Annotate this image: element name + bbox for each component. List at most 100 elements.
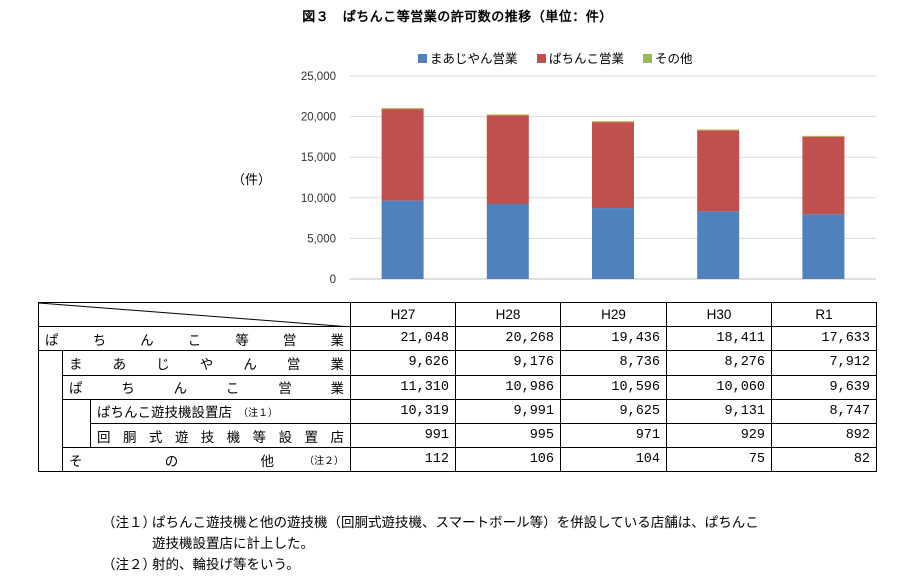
footnotes: （注１）ぱちんこ遊技機と他の遊技機（回胴式遊技機、スマートボール等）を併設してい… <box>102 513 892 576</box>
label-char: 営 <box>278 381 292 398</box>
label-char: 営 <box>286 356 301 373</box>
bar-segment <box>697 130 740 212</box>
table-row: ぱ ち ん こ 営 業 11,310 10,986 10,596 10,060 9,639 <box>39 374 878 400</box>
label-char: ん <box>243 356 257 373</box>
table-cell: 929 <box>666 422 773 449</box>
table-cell: 9,625 <box>560 398 668 424</box>
label-char: 遊 <box>174 429 189 446</box>
row-label-text: まあじやん営業 <box>63 353 350 373</box>
label-char: そ <box>69 453 83 470</box>
column-header: H28 <box>455 301 562 328</box>
label-char: 業 <box>330 356 344 373</box>
note-mark: （注２） <box>304 456 345 468</box>
bar-segment <box>802 136 845 215</box>
label-char: 技 <box>200 429 215 446</box>
table-cell: 8,276 <box>666 350 773 376</box>
bar-segment <box>592 208 634 279</box>
label-char: ぱ <box>69 381 83 398</box>
footnote-text: ぱちんこ遊技機と他の遊技機（回胴式遊技機、スマートボール等）を併設している店舗は… <box>152 515 759 531</box>
footnote: （注１）ぱちんこ遊技機と他の遊技機（回胴式遊技機、スマートボール等）を併設してい… <box>102 513 892 534</box>
label-char: 胴 <box>122 429 137 446</box>
label-char: こ <box>187 332 202 349</box>
table-cell: 10,060 <box>666 374 773 400</box>
label-char: あ <box>112 356 127 373</box>
y-tick-label: 0 <box>330 274 336 286</box>
y-ticks: 0 5,000 10,000 15,000 20,000 25,000 <box>301 71 336 286</box>
table-cell: 82 <box>771 447 878 473</box>
bar-segment <box>697 211 740 279</box>
y-tick-label: 20,000 <box>301 112 336 124</box>
indent-cell <box>62 398 91 449</box>
label-char: 式 <box>148 429 163 446</box>
y-tick-label: 15,000 <box>301 152 336 164</box>
label-char: 業 <box>330 381 344 398</box>
column-header: H27 <box>350 301 457 328</box>
footnote-label: （注１） <box>102 515 156 531</box>
table-cell: 7,912 <box>771 350 878 376</box>
table-row: ぱちんこ遊技機設置店 （注１） 10,319 9,991 9,625 9,131 … <box>39 398 878 449</box>
legend-label: ぱちんこ営業 <box>549 51 625 66</box>
table-cell: 21,048 <box>350 326 457 352</box>
legend: まあじやん営業 ぱちんこ営業 その他 <box>418 51 693 66</box>
table-cell: 8,736 <box>560 350 668 376</box>
row-label-text: ぱちんこ営業 <box>63 377 350 397</box>
note-mark: （注１） <box>238 407 278 419</box>
label-char: 等 <box>252 429 267 446</box>
table-cell: 112 <box>350 447 457 473</box>
table-cell: 106 <box>455 447 562 473</box>
column-header: H30 <box>666 301 773 328</box>
bars <box>381 108 845 279</box>
y-axis-label: （件） <box>232 173 271 188</box>
label-char: 他 <box>260 453 275 470</box>
table-cell: 20,268 <box>455 326 562 352</box>
table-cell: 75 <box>666 447 773 473</box>
label-char: 等 <box>235 332 249 349</box>
table-cell: 971 <box>560 422 668 449</box>
label-char: の <box>164 453 179 470</box>
footnote-continuation: 遊技機設置店に計上した。 <box>152 536 314 552</box>
row-label-text: 回胴式遊技機等設置店 <box>91 426 350 446</box>
legend-label: その他 <box>655 51 693 66</box>
table-cell: 11,310 <box>350 374 457 400</box>
table-row: 回胴式遊技機等設置店 991 995 971 929 892 <box>39 422 878 449</box>
legend-swatch <box>418 54 427 63</box>
bar-segment <box>486 115 529 205</box>
bar-segment <box>381 108 424 201</box>
row-label-text: ぱちんこ等営業 <box>39 329 350 349</box>
label-char: ぱ <box>45 332 59 349</box>
label-char: 置 <box>304 429 319 446</box>
bar-segment <box>592 122 634 209</box>
y-tick-label: 10,000 <box>301 193 336 205</box>
table-cell: 18,411 <box>666 326 773 352</box>
stacked-bar-chart: 0 5,000 10,000 15,000 20,000 25,000 まあじやん営業 ぱち… <box>232 51 876 286</box>
bar-segment <box>802 214 845 279</box>
table-cell: 995 <box>455 422 562 449</box>
table-cell: 17,633 <box>771 326 878 352</box>
chart-title: 図３ ぱちんこ等営業の許可数の推移（単位：件） <box>302 10 613 25</box>
table-cell: 10,596 <box>560 374 668 400</box>
row-label-text: ぱちんこ遊技機設置店 <box>97 405 232 422</box>
table-row: ぱ ち ん こ 等 営 業 21,048 20,268 19,436 18,411 17,6… <box>37 326 878 352</box>
row-label: ぱちんこ等営業 <box>37 326 352 352</box>
label-char: 設 <box>278 429 293 446</box>
table-row: まあじやん営業 9,626 9,176 8,736 8,276 7,912 <box>38 350 878 473</box>
bar-segment <box>802 135 845 138</box>
label-char: ち <box>92 332 107 349</box>
table-cell: 9,626 <box>350 350 457 376</box>
label-char: や <box>199 356 214 373</box>
label-char: 機 <box>226 429 241 446</box>
footnote: （注２）射的、輪投げ等をいう。 <box>102 555 892 576</box>
table-cell: 9,639 <box>771 374 878 400</box>
label-char: じ <box>156 356 170 373</box>
bar-segment <box>592 121 634 123</box>
label-char: ち <box>121 381 135 398</box>
bar-segment <box>486 204 529 279</box>
table-cell: 19,436 <box>560 326 668 352</box>
column-header: R1 <box>771 301 878 328</box>
row-label: まあじやん営業 <box>61 350 352 376</box>
table-row: そ の 他 （注２） 112 106 104 75 82 <box>39 447 878 473</box>
row-label: 回胴式遊技機等設置店 <box>89 422 352 449</box>
label-char: 営 <box>282 332 297 349</box>
column-header: H29 <box>560 301 668 328</box>
bar-segment <box>381 200 424 279</box>
